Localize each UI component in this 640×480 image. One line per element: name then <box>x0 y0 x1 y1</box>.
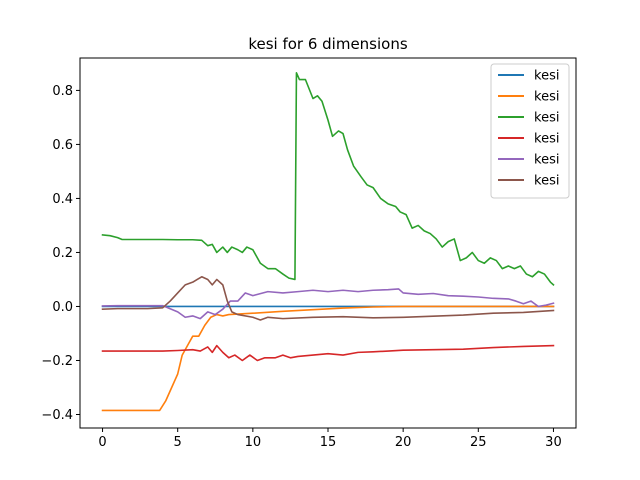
legend-label-5: kesi <box>534 153 559 168</box>
series-line-2 <box>101 305 555 412</box>
legend-label-1: kesi <box>534 69 559 84</box>
y-tick-label: 0.4 <box>52 192 73 207</box>
chart-title: kesi for 6 dimensions <box>248 35 408 53</box>
y-tick-label: 0.6 <box>52 138 73 153</box>
legend: kesi kesi kesi kesi kesi kesi <box>490 63 570 199</box>
x-tick-label: 5 <box>174 435 182 450</box>
x-tick-label: 15 <box>320 435 337 450</box>
legend-box <box>490 63 570 199</box>
x-tick-label: 10 <box>245 435 262 450</box>
y-tick-label: 0.2 <box>52 246 73 261</box>
y-tick-label: −0.4 <box>41 408 73 423</box>
x-axis: 0 5 10 15 20 25 30 <box>98 428 562 450</box>
x-tick-label: 0 <box>98 435 106 450</box>
x-tick-label: 20 <box>395 435 412 450</box>
series-line-4 <box>101 344 555 362</box>
legend-label-2: kesi <box>534 90 559 105</box>
x-tick-label: 25 <box>470 435 487 450</box>
legend-label-4: kesi <box>534 132 559 147</box>
y-tick-label: 0.0 <box>52 300 73 315</box>
series-line-6 <box>101 275 555 321</box>
y-axis: −0.4 −0.2 0.0 0.2 0.4 0.6 0.8 <box>41 84 80 423</box>
legend-label-3: kesi <box>534 111 559 126</box>
y-tick-label: −0.2 <box>41 354 73 369</box>
x-tick-label: 30 <box>545 435 562 450</box>
y-tick-label: 0.8 <box>52 84 73 99</box>
series-layer <box>101 72 555 412</box>
series-line-5 <box>101 288 555 320</box>
legend-label-6: kesi <box>534 174 559 189</box>
series-line-3 <box>101 72 555 286</box>
